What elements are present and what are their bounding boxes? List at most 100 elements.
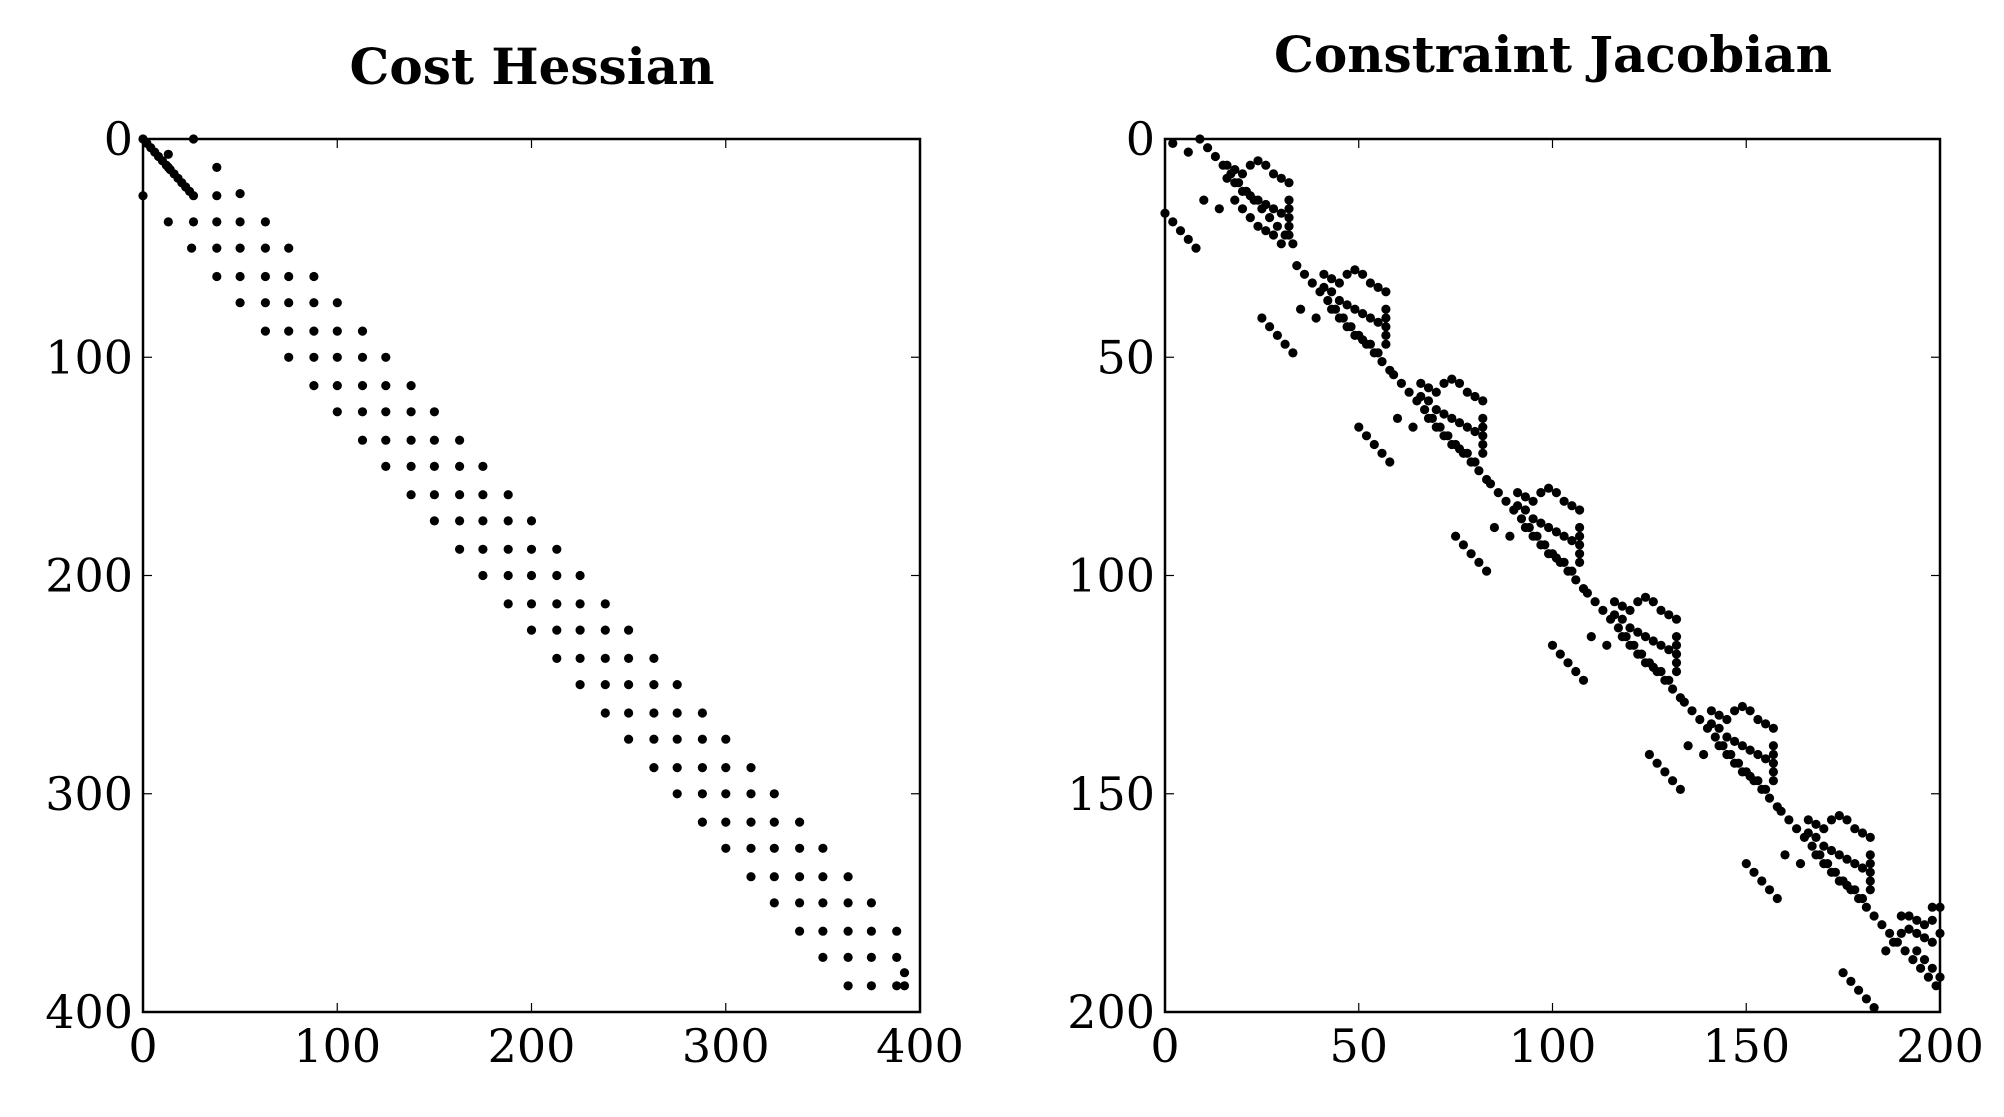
nonzero-point — [163, 162, 173, 172]
nonzero-point — [1447, 413, 1457, 423]
nonzero-point — [746, 872, 756, 882]
nonzero-point — [1253, 156, 1263, 166]
nonzero-point — [1896, 928, 1906, 939]
nonzero-point — [1625, 640, 1635, 650]
nonzero-point — [1640, 658, 1651, 668]
nonzero-point — [1296, 304, 1306, 314]
nonzero-point — [235, 298, 245, 308]
nonzero-point — [1482, 566, 1492, 576]
nonzero-point — [309, 326, 319, 336]
nonzero-point — [624, 680, 634, 690]
sparsity-pattern — [138, 134, 910, 991]
nonzero-point — [600, 599, 610, 609]
nonzero-point — [503, 599, 513, 609]
nonzero-point — [1722, 749, 1732, 760]
nonzero-point — [1559, 557, 1569, 568]
nonzero-point — [1439, 378, 1449, 388]
nonzero-point — [1912, 946, 1922, 956]
nonzero-point — [429, 490, 439, 500]
nonzero-point — [235, 271, 245, 282]
nonzero-point — [1575, 522, 1585, 533]
nonzero-point — [212, 162, 222, 172]
nonzero-point — [1671, 614, 1682, 624]
nonzero-point — [212, 243, 222, 253]
nonzero-point — [1222, 173, 1232, 183]
nonzero-point — [1230, 165, 1240, 175]
nonzero-point — [235, 217, 245, 227]
nonzero-point — [1544, 483, 1554, 493]
nonzero-point — [1439, 431, 1449, 441]
nonzero-point — [1850, 824, 1860, 834]
nonzero-point — [406, 461, 416, 471]
nonzero-point — [212, 271, 222, 282]
nonzero-point — [1671, 640, 1682, 650]
nonzero-point — [769, 789, 779, 799]
nonzero-point — [552, 599, 562, 609]
nonzero-point — [357, 326, 368, 336]
nonzero-point — [1652, 758, 1662, 768]
nonzero-point — [1280, 339, 1290, 349]
nonzero-point — [188, 217, 199, 227]
nonzero-point — [1478, 431, 1488, 441]
nonzero-point — [1272, 221, 1282, 231]
nonzero-point — [1466, 549, 1476, 559]
nonzero-point — [1307, 278, 1317, 288]
nonzero-point — [309, 352, 319, 362]
nonzero-point — [1199, 195, 1209, 205]
nonzero-point — [1923, 972, 1933, 982]
nonzero-point — [818, 898, 828, 908]
nonzero-point — [1408, 422, 1418, 432]
nonzero-point — [357, 381, 368, 391]
nonzero-point — [1842, 815, 1852, 825]
nonzero-point — [1237, 186, 1248, 196]
nonzero-point — [1319, 269, 1329, 279]
nonzero-point — [746, 843, 756, 853]
nonzero-point — [1567, 536, 1577, 546]
nonzero-point — [1381, 322, 1391, 332]
nonzero-point — [1842, 880, 1852, 891]
nonzero-point — [721, 817, 731, 827]
nonzero-point — [1474, 557, 1484, 568]
nonzero-point — [1551, 553, 1561, 563]
nonzero-point — [1671, 666, 1682, 677]
nonzero-point — [1210, 151, 1220, 162]
nonzero-point — [575, 625, 585, 635]
nonzero-point — [284, 271, 294, 282]
nonzero-point — [1838, 968, 1848, 978]
nonzero-point — [769, 898, 779, 908]
nonzero-point — [1850, 859, 1860, 869]
nonzero-point — [1730, 736, 1740, 747]
nonzero-point — [552, 570, 562, 581]
nonzero-point — [1319, 282, 1329, 292]
nonzero-point — [406, 407, 416, 417]
nonzero-point — [1245, 191, 1255, 201]
nonzero-point — [1706, 706, 1716, 716]
nonzero-point — [1470, 426, 1480, 437]
plot-area-frame — [1163, 137, 1942, 1014]
nonzero-point — [843, 952, 853, 963]
nonzero-point — [526, 516, 537, 526]
nonzero-point — [721, 763, 731, 773]
nonzero-point — [1268, 230, 1279, 240]
nonzero-point — [1342, 300, 1352, 310]
nonzero-point — [1792, 824, 1802, 834]
nonzero-point — [1288, 348, 1298, 358]
nonzero-point — [1361, 431, 1372, 441]
nonzero-point — [600, 625, 610, 635]
nonzero-point — [1664, 645, 1674, 655]
nonzero-point — [1447, 374, 1457, 384]
nonzero-point — [212, 217, 222, 227]
nonzero-point — [1737, 741, 1747, 751]
nonzero-point — [1819, 859, 1829, 869]
nonzero-point — [1536, 488, 1546, 498]
nonzero-point — [1350, 265, 1360, 275]
nonzero-point — [1819, 824, 1829, 834]
nonzero-point — [1323, 295, 1333, 306]
nonzero-point — [188, 191, 199, 201]
nonzero-point — [1919, 920, 1930, 930]
nonzero-point — [1877, 920, 1887, 930]
nonzero-point — [1381, 313, 1391, 323]
x-tick-label: 150 — [1702, 1019, 1790, 1073]
nonzero-point — [1664, 610, 1674, 620]
nonzero-point — [1571, 666, 1581, 677]
